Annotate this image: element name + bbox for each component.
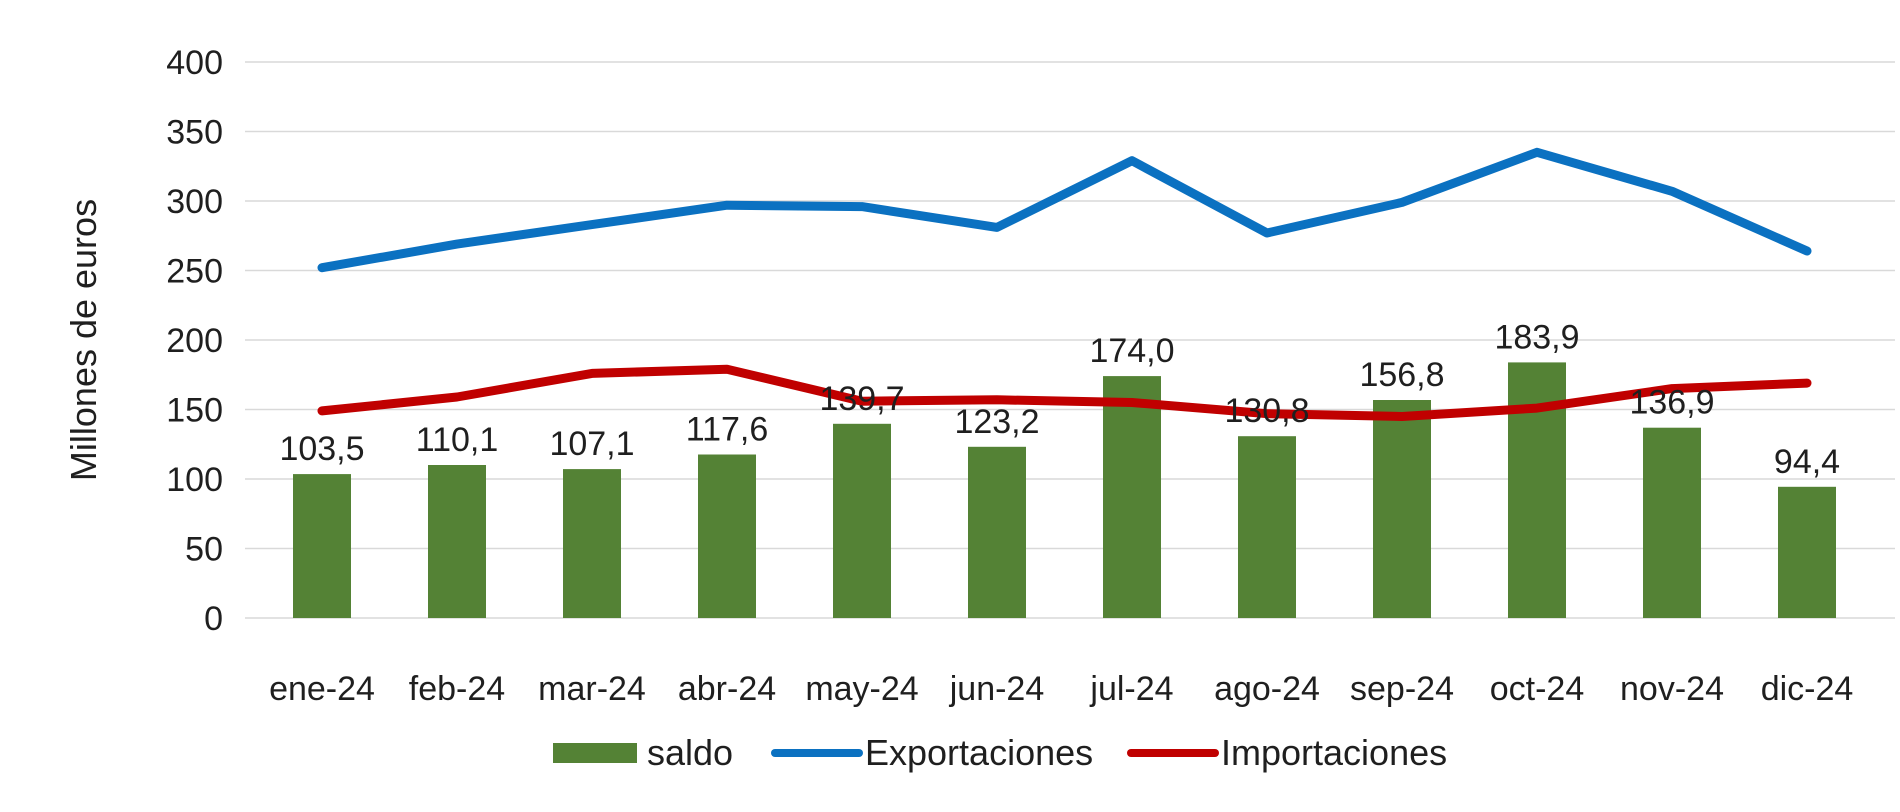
- bar-saldo: [1643, 427, 1701, 618]
- bar-saldo: [1778, 486, 1836, 618]
- bar-value-label: 156,8: [1359, 356, 1444, 394]
- y-tick-label: 50: [185, 531, 223, 569]
- x-tick-label: sep-24: [1350, 670, 1454, 708]
- bar-value-label: 130,8: [1224, 392, 1309, 430]
- legend-label-saldo: saldo: [647, 732, 733, 773]
- bar-value-label: 110,1: [416, 421, 499, 459]
- bar-saldo: [1238, 436, 1296, 618]
- x-tick-label: abr-24: [678, 670, 776, 708]
- bar-saldo: [968, 446, 1026, 618]
- line-Importaciones: [317, 364, 1812, 421]
- x-tick-label: mar-24: [538, 670, 646, 708]
- legend-swatch-saldo: [553, 743, 637, 763]
- y-tick-label: 350: [166, 114, 223, 152]
- bar-value-label: 117,6: [686, 411, 769, 449]
- bar-saldo: [428, 465, 486, 618]
- x-tick-label: dic-24: [1761, 670, 1854, 708]
- y-tick-label: 400: [166, 44, 223, 82]
- bar-saldo: [698, 454, 756, 618]
- x-tick-label: feb-24: [409, 670, 505, 708]
- x-tick-label: ago-24: [1214, 670, 1320, 708]
- y-tick-label: 200: [166, 322, 223, 360]
- bar-value-label: 136,9: [1629, 384, 1714, 422]
- y-tick-label: 150: [166, 392, 223, 430]
- bar-saldo: [1373, 400, 1431, 618]
- x-tick-label: nov-24: [1620, 670, 1724, 708]
- bar-value-label: 103,5: [279, 430, 364, 468]
- bar-saldo: [1103, 376, 1161, 618]
- line-Exportaciones: [317, 147, 1812, 273]
- x-tick-label: jun-24: [949, 670, 1045, 708]
- y-axis-title: Millones de euros: [63, 199, 104, 481]
- y-tick-label: 100: [166, 461, 223, 499]
- bar-saldo: [563, 469, 621, 618]
- legend-label-Importaciones: Importaciones: [1221, 732, 1447, 773]
- combo-chart: 0 50 100 150 200 250 300 350 400 Millones de euro…: [40, 16, 1895, 780]
- y-tick-label: 250: [166, 253, 223, 291]
- y-tick-label: 300: [166, 183, 223, 221]
- bar-saldo: [293, 474, 351, 618]
- bar-value-label: 107,1: [549, 425, 634, 463]
- y-tick-label: 0: [204, 600, 223, 638]
- bar-value-label: 94,4: [1774, 443, 1840, 481]
- bar-value-label: 123,2: [954, 403, 1039, 441]
- bar-value-label: 139,7: [819, 380, 904, 418]
- x-tick-label: may-24: [805, 670, 918, 708]
- chart-canvas: 0 50 100 150 200 250 300 350 400 Millones de euro…: [63, 44, 1895, 773]
- bar-value-label: 174,0: [1089, 332, 1174, 370]
- bar-saldo: [833, 423, 891, 618]
- bar-value-label: 183,9: [1494, 318, 1579, 356]
- x-tick-label: ene-24: [269, 670, 375, 708]
- x-tick-label: oct-24: [1490, 670, 1585, 708]
- x-tick-label: jul-24: [1089, 670, 1173, 708]
- legend-label-Exportaciones: Exportaciones: [865, 732, 1093, 773]
